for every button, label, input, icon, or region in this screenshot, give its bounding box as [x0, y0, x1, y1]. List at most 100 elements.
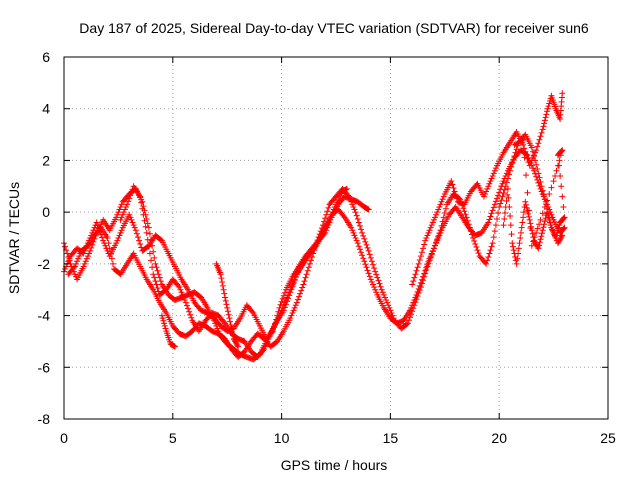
- data-point: [557, 172, 564, 179]
- data-point: [374, 274, 381, 281]
- data-point: [538, 233, 545, 240]
- data-point: [525, 210, 532, 217]
- data-point: [80, 263, 87, 270]
- data-point: [424, 263, 431, 270]
- data-point: [292, 302, 299, 309]
- data-point: [76, 253, 83, 260]
- data-point: [544, 105, 551, 112]
- data-point: [536, 242, 543, 249]
- data-point: [265, 335, 272, 342]
- data-point: [426, 227, 433, 234]
- data-point: [537, 133, 544, 140]
- data-point: [157, 236, 164, 243]
- data-point: [552, 235, 559, 241]
- data-point: [263, 341, 270, 348]
- data-point: [480, 193, 487, 200]
- data-point: [474, 247, 481, 254]
- data-point: [118, 227, 125, 234]
- data-point: [490, 170, 497, 177]
- data-point: [427, 254, 434, 261]
- data-point: [496, 189, 503, 196]
- data-point: [152, 260, 159, 267]
- data-point: [127, 192, 134, 199]
- data-point: [410, 305, 417, 312]
- data-point: [353, 212, 360, 219]
- data-point: [545, 103, 552, 110]
- data-point: [176, 284, 183, 291]
- data-point: [439, 196, 446, 203]
- data-point: [438, 198, 445, 205]
- data-point: [526, 162, 533, 169]
- data-point: [555, 224, 562, 231]
- data-point: [536, 221, 543, 228]
- data-point: [156, 274, 163, 281]
- data-point: [501, 216, 508, 223]
- data-point: [428, 222, 435, 229]
- data-point: [487, 213, 494, 220]
- data-point: [218, 275, 225, 282]
- data-point: [541, 120, 548, 127]
- data-point: [387, 307, 394, 314]
- data-point: [363, 264, 370, 271]
- data-point: [410, 278, 417, 285]
- data-point: [350, 229, 357, 236]
- data-point: [434, 236, 441, 243]
- data-point: [325, 204, 332, 211]
- data-point: [260, 347, 267, 354]
- data-point: [534, 225, 541, 232]
- data-point: [514, 255, 521, 262]
- data-point: [113, 214, 120, 221]
- data-point: [230, 332, 237, 339]
- data-point: [463, 214, 470, 221]
- data-point: [440, 193, 447, 200]
- data-point: [506, 203, 513, 210]
- data-point: [537, 236, 544, 243]
- data-point: [499, 193, 506, 200]
- data-point: [553, 232, 560, 239]
- data-point: [414, 264, 421, 271]
- data-point: [62, 243, 69, 250]
- data-point: [413, 267, 420, 274]
- data-point: [556, 237, 563, 244]
- data-point: [221, 290, 228, 297]
- data-point: [155, 271, 162, 278]
- data-point: [70, 264, 77, 271]
- data-point: [427, 224, 434, 231]
- data-point: [499, 180, 506, 187]
- data-point: [378, 286, 385, 293]
- data-point: [430, 245, 437, 252]
- data-point: [389, 312, 396, 319]
- data-point: [105, 240, 112, 247]
- data-point: [500, 190, 507, 197]
- data-point: [361, 258, 368, 265]
- data-point: [109, 260, 116, 267]
- data-point: [482, 191, 489, 198]
- data-point: [312, 244, 319, 251]
- data-point: [528, 157, 535, 164]
- data-point: [177, 286, 184, 293]
- data-point: [412, 271, 419, 278]
- data-point: [128, 216, 135, 223]
- data-point: [538, 230, 545, 237]
- data-point: [558, 183, 565, 190]
- data-point: [381, 294, 388, 301]
- data-point: [507, 222, 514, 229]
- data-point: [180, 294, 187, 301]
- data-point: [509, 240, 516, 247]
- data-point: [437, 201, 444, 208]
- data-point: [152, 278, 159, 285]
- data-point: [115, 209, 122, 216]
- data-point: [160, 317, 167, 324]
- data-point: [380, 291, 387, 298]
- data-point: [108, 255, 115, 262]
- data-point: [211, 317, 218, 324]
- data-point: [231, 337, 238, 344]
- data-point: [348, 198, 355, 205]
- data-point: [294, 296, 301, 303]
- data-point: [123, 203, 130, 210]
- data-point: [134, 234, 141, 241]
- data-point: [472, 241, 479, 248]
- data-point: [282, 301, 289, 308]
- data-point: [125, 198, 132, 205]
- data-point: [411, 302, 418, 309]
